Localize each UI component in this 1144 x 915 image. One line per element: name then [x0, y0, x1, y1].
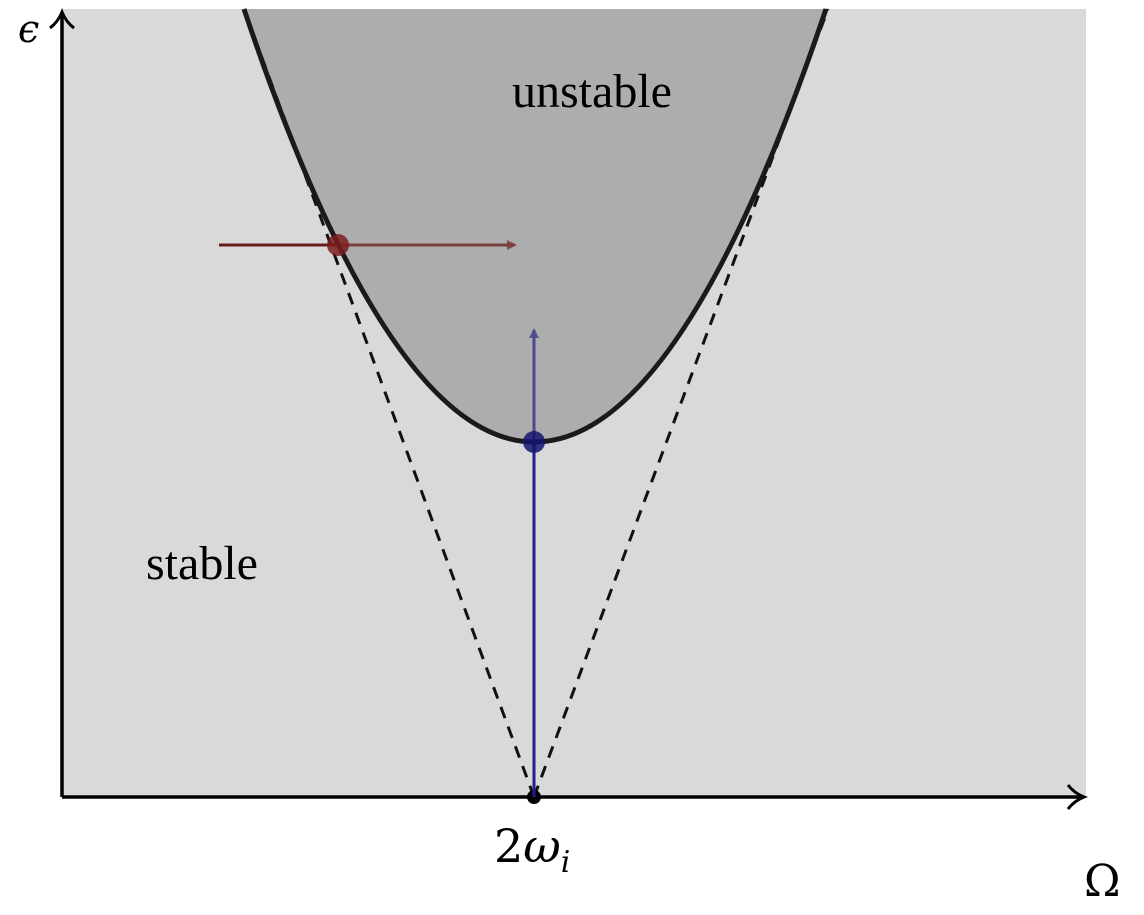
- blue-threshold-point: [523, 431, 545, 453]
- y-axis-arrowhead: [49, 7, 75, 30]
- x-tick-label: 2ωi: [494, 819, 570, 880]
- x-tick-omega: ω: [523, 819, 561, 873]
- x-axis-arrowhead: [1066, 784, 1089, 810]
- x-tick-number: 2: [494, 819, 523, 873]
- red-threshold-point: [327, 234, 349, 256]
- x-axis-label: Ω: [1084, 856, 1120, 907]
- stable-label: stable: [146, 537, 258, 590]
- x-tick-subscript: i: [561, 845, 571, 880]
- y-axis-label: ϵ: [18, 7, 39, 51]
- unstable-label: unstable: [512, 65, 672, 118]
